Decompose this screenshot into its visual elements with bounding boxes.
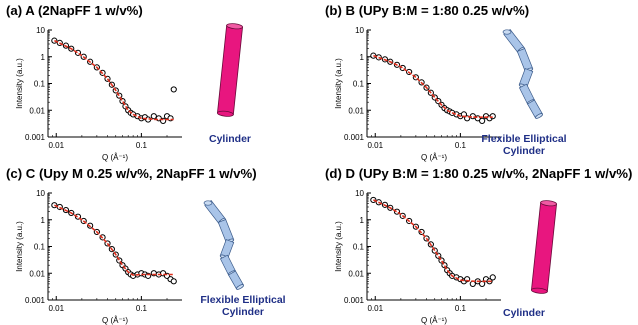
y-tick-label: 1 bbox=[41, 53, 46, 62]
y-tick-label: 0.001 bbox=[344, 133, 365, 142]
flexible-elliptical-cylinder-icon bbox=[203, 200, 244, 290]
x-tick-label: 0.1 bbox=[455, 304, 467, 313]
y-tick-label: 0.01 bbox=[348, 106, 364, 115]
y-tick-label: 0.01 bbox=[29, 106, 45, 115]
y-tick-label: 0.1 bbox=[34, 243, 46, 252]
x-tick-label: 0.01 bbox=[48, 141, 64, 150]
panel-a: (a) A (2NapFF 1 w/v%) 0.001 0.01 0.1 1 10 0.0… bbox=[0, 0, 319, 162]
segment-joint bbox=[236, 284, 244, 290]
y-tick-label: 10 bbox=[355, 189, 364, 198]
model-label: Cylinder bbox=[190, 133, 270, 145]
x-axis-label: Q (Å⁻¹) bbox=[421, 153, 447, 162]
data-point bbox=[150, 113, 157, 120]
y-tick-label: 0.1 bbox=[34, 80, 46, 89]
model-label: Flexible Elliptical Cylinder bbox=[459, 133, 589, 157]
x-tick-label: 0.01 bbox=[48, 304, 64, 313]
y-axis-label: Intensity (a.u.) bbox=[15, 58, 24, 109]
model-fit-line bbox=[54, 39, 174, 121]
y-tick-label: 0.001 bbox=[25, 133, 46, 142]
data-point bbox=[479, 117, 486, 124]
x-tick-label: 0.01 bbox=[367, 141, 383, 150]
panel-c: (c) C (Upy M 0.25 w/v%, 2NapFF 1 w/v%) 0… bbox=[0, 163, 319, 325]
data-point bbox=[170, 86, 177, 93]
y-tick-label: 1 bbox=[360, 53, 365, 62]
data-point bbox=[370, 52, 377, 59]
y-tick-label: 1 bbox=[41, 216, 46, 225]
y-tick-label: 10 bbox=[355, 26, 364, 35]
data-point bbox=[469, 280, 476, 287]
y-axis-label: Intensity (a.u.) bbox=[15, 221, 24, 272]
panel-title: (b) B (UPy B:M = 1:80 0.25 w/v%) bbox=[325, 3, 530, 18]
x-tick-label: 0.01 bbox=[367, 304, 383, 313]
model-label: Cylinder bbox=[484, 307, 564, 319]
cylinder-bottom-cap bbox=[531, 287, 548, 294]
y-axis-label: Intensity (a.u.) bbox=[334, 58, 343, 109]
y-tick-label: 0.001 bbox=[25, 296, 46, 305]
model-label-line1: Flexible Elliptical bbox=[481, 133, 567, 145]
segment-end-cap bbox=[203, 200, 213, 206]
panel-title: (a) A (2NapFF 1 w/v%) bbox=[6, 3, 143, 18]
cylinder-top-cap bbox=[226, 23, 243, 30]
model-label-line1: Cylinder bbox=[208, 133, 251, 145]
panel-title: (c) C (Upy M 0.25 w/v%, 2NapFF 1 w/v%) bbox=[6, 166, 257, 181]
y-tick-label: 0.01 bbox=[29, 269, 45, 278]
x-tick-label: 0.1 bbox=[136, 304, 148, 313]
cylinder-side bbox=[531, 201, 557, 293]
y-tick-label: 10 bbox=[36, 189, 45, 198]
segment-joint bbox=[535, 113, 543, 119]
y-tick-label: 10 bbox=[36, 26, 45, 35]
y-tick-label: 0.001 bbox=[344, 296, 365, 305]
panel-title: (d) D (UPy B:M = 1:80 0.25 w/v%, 2NapFF … bbox=[325, 166, 633, 181]
flexible-elliptical-cylinder-icon bbox=[502, 29, 543, 119]
model-fit-line bbox=[54, 204, 174, 276]
y-tick-label: 0.1 bbox=[353, 243, 365, 252]
x-axis-label: Q (Å⁻¹) bbox=[102, 316, 128, 325]
panel-b: (b) B (UPy B:M = 1:80 0.25 w/v%) 0.001 0.… bbox=[319, 0, 638, 162]
cylinder-side bbox=[217, 24, 243, 116]
x-tick-label: 0.1 bbox=[136, 141, 148, 150]
y-tick-label: 0.1 bbox=[353, 80, 365, 89]
cylinder-segment bbox=[527, 99, 543, 119]
cylinder-model-icon bbox=[217, 23, 243, 117]
model-label-line1: Cylinder bbox=[502, 307, 545, 319]
model-fit-line bbox=[373, 54, 493, 118]
model-label-line1: Flexible Elliptical bbox=[200, 294, 286, 306]
cylinder-body bbox=[531, 200, 557, 294]
data-point bbox=[489, 274, 496, 281]
data-point bbox=[170, 278, 177, 285]
cylinder-segment bbox=[228, 270, 244, 290]
cylinder-model-icon bbox=[531, 200, 557, 294]
x-axis-label: Q (Å⁻¹) bbox=[102, 153, 128, 162]
cylinder-bottom-cap bbox=[217, 110, 234, 117]
y-tick-label: 1 bbox=[360, 216, 365, 225]
x-tick-label: 0.1 bbox=[455, 141, 467, 150]
model-label-line2: Cylinder bbox=[502, 145, 545, 157]
model-label: Flexible Elliptical Cylinder bbox=[178, 294, 308, 318]
data-point bbox=[489, 113, 496, 120]
y-axis-label: Intensity (a.u.) bbox=[334, 221, 343, 272]
cylinder-top-cap bbox=[540, 200, 557, 207]
data-point bbox=[479, 280, 486, 287]
model-fit-line bbox=[373, 199, 493, 283]
panel-d: (d) D (UPy B:M = 1:80 0.25 w/v%, 2NapFF … bbox=[319, 163, 638, 325]
segment-end-cap bbox=[502, 29, 512, 35]
x-axis-label: Q (Å⁻¹) bbox=[421, 316, 447, 325]
cylinder-body bbox=[217, 23, 243, 117]
y-tick-label: 0.01 bbox=[348, 269, 364, 278]
model-label-line2: Cylinder bbox=[221, 306, 264, 318]
